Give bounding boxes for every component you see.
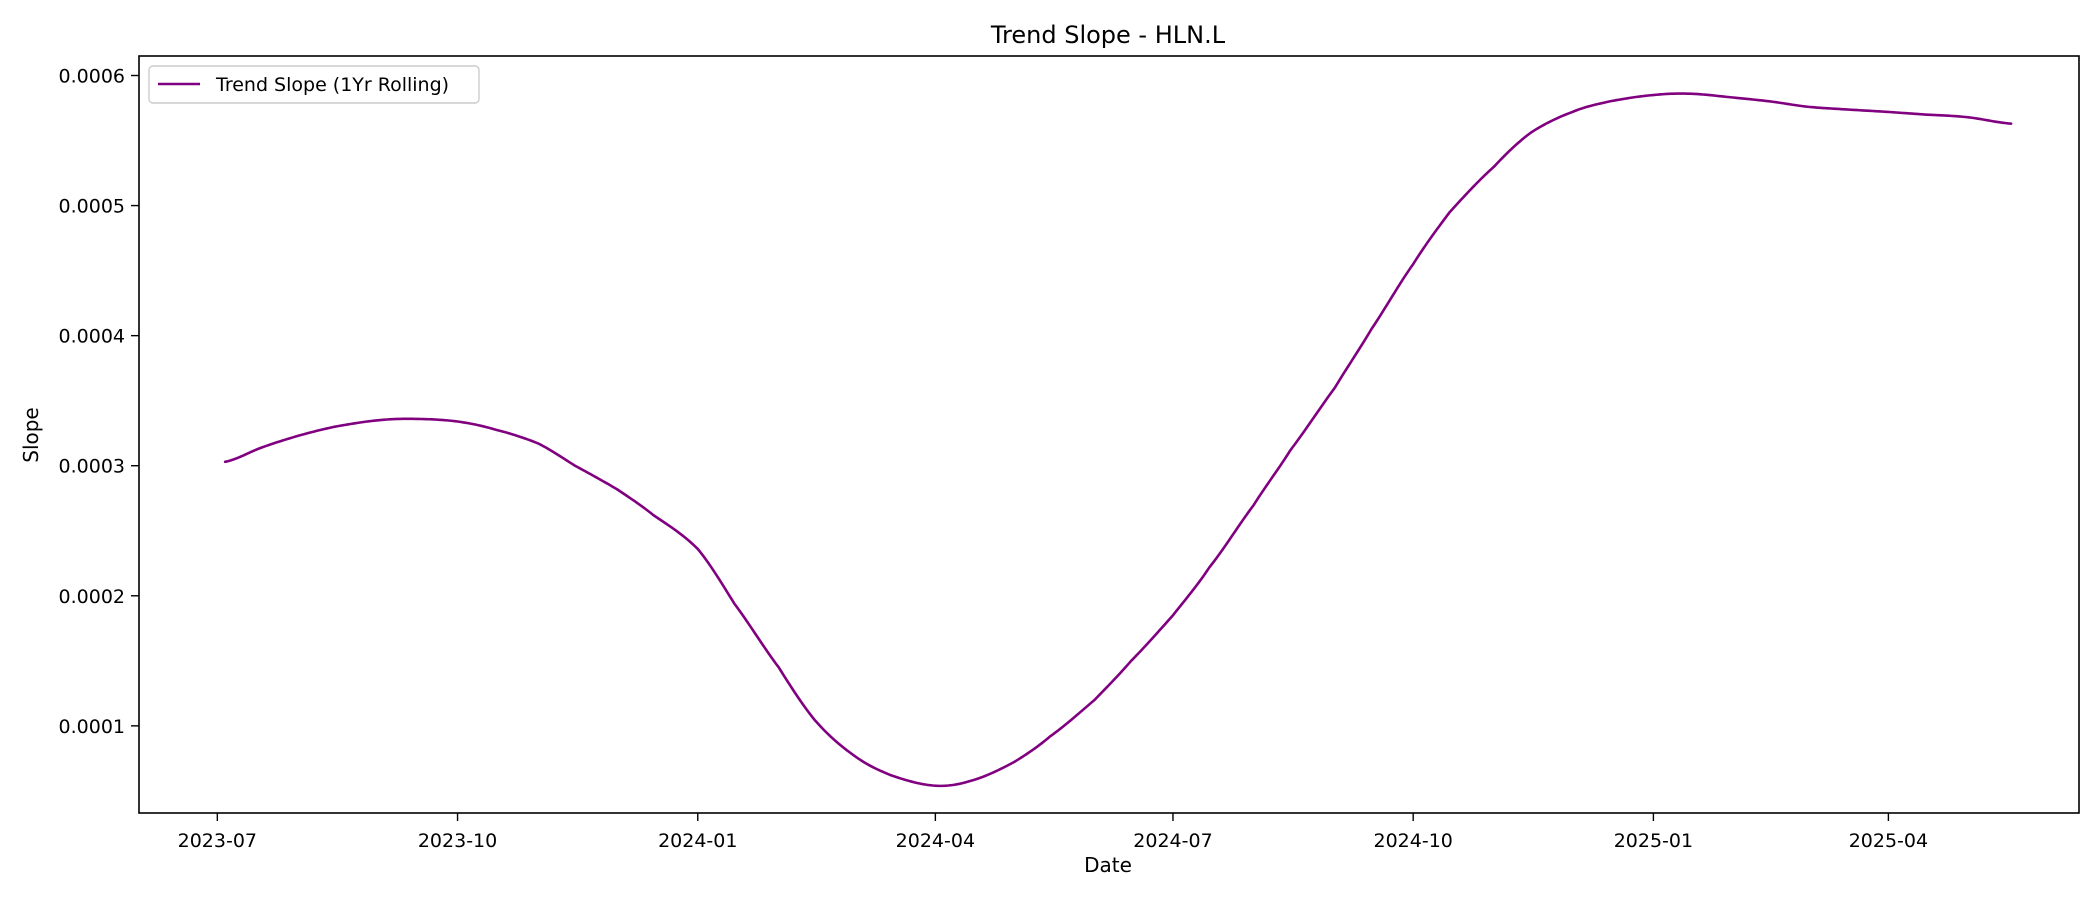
legend-box: [148, 65, 480, 104]
y-axis-ticks: 0.0001 0.0002 0.0003 0.0004 0.0005 0.0006: [59, 66, 139, 738]
x-tick-label: 2024-07: [1133, 830, 1212, 852]
x-tick-label: 2024-04: [896, 830, 975, 852]
series-line-trend-slope: [223, 92, 2013, 788]
x-axis-label: Date: [1084, 853, 1132, 877]
x-tick-label: 2025-01: [1614, 830, 1693, 852]
y-axis-label: Slope: [19, 407, 43, 463]
x-tick-label: 2024-01: [658, 830, 737, 852]
y-tick-label: 0.0001: [59, 716, 125, 738]
x-tick-label: 2025-04: [1849, 830, 1928, 852]
x-tick-label: 2023-07: [178, 830, 257, 852]
chart-title: Trend Slope - HLN.L: [990, 21, 1226, 49]
x-tick-label: 2024-10: [1373, 830, 1452, 852]
y-tick-label: 0.0004: [59, 326, 125, 348]
x-tick-label: 2023-10: [418, 830, 497, 852]
y-tick-label: 0.0005: [59, 196, 125, 218]
legend: Trend Slope (1Yr Rolling): [148, 65, 480, 104]
x-axis-ticks: 2023-07 2023-10 2024-01 2024-04 2024-07 2024-…: [178, 813, 1928, 852]
legend-label: Trend Slope (1Yr Rolling): [215, 74, 449, 96]
plot-area: [138, 55, 2080, 814]
y-tick-label: 0.0002: [59, 586, 125, 608]
y-tick-label: 0.0003: [59, 456, 125, 478]
y-tick-label: 0.0006: [59, 66, 125, 88]
